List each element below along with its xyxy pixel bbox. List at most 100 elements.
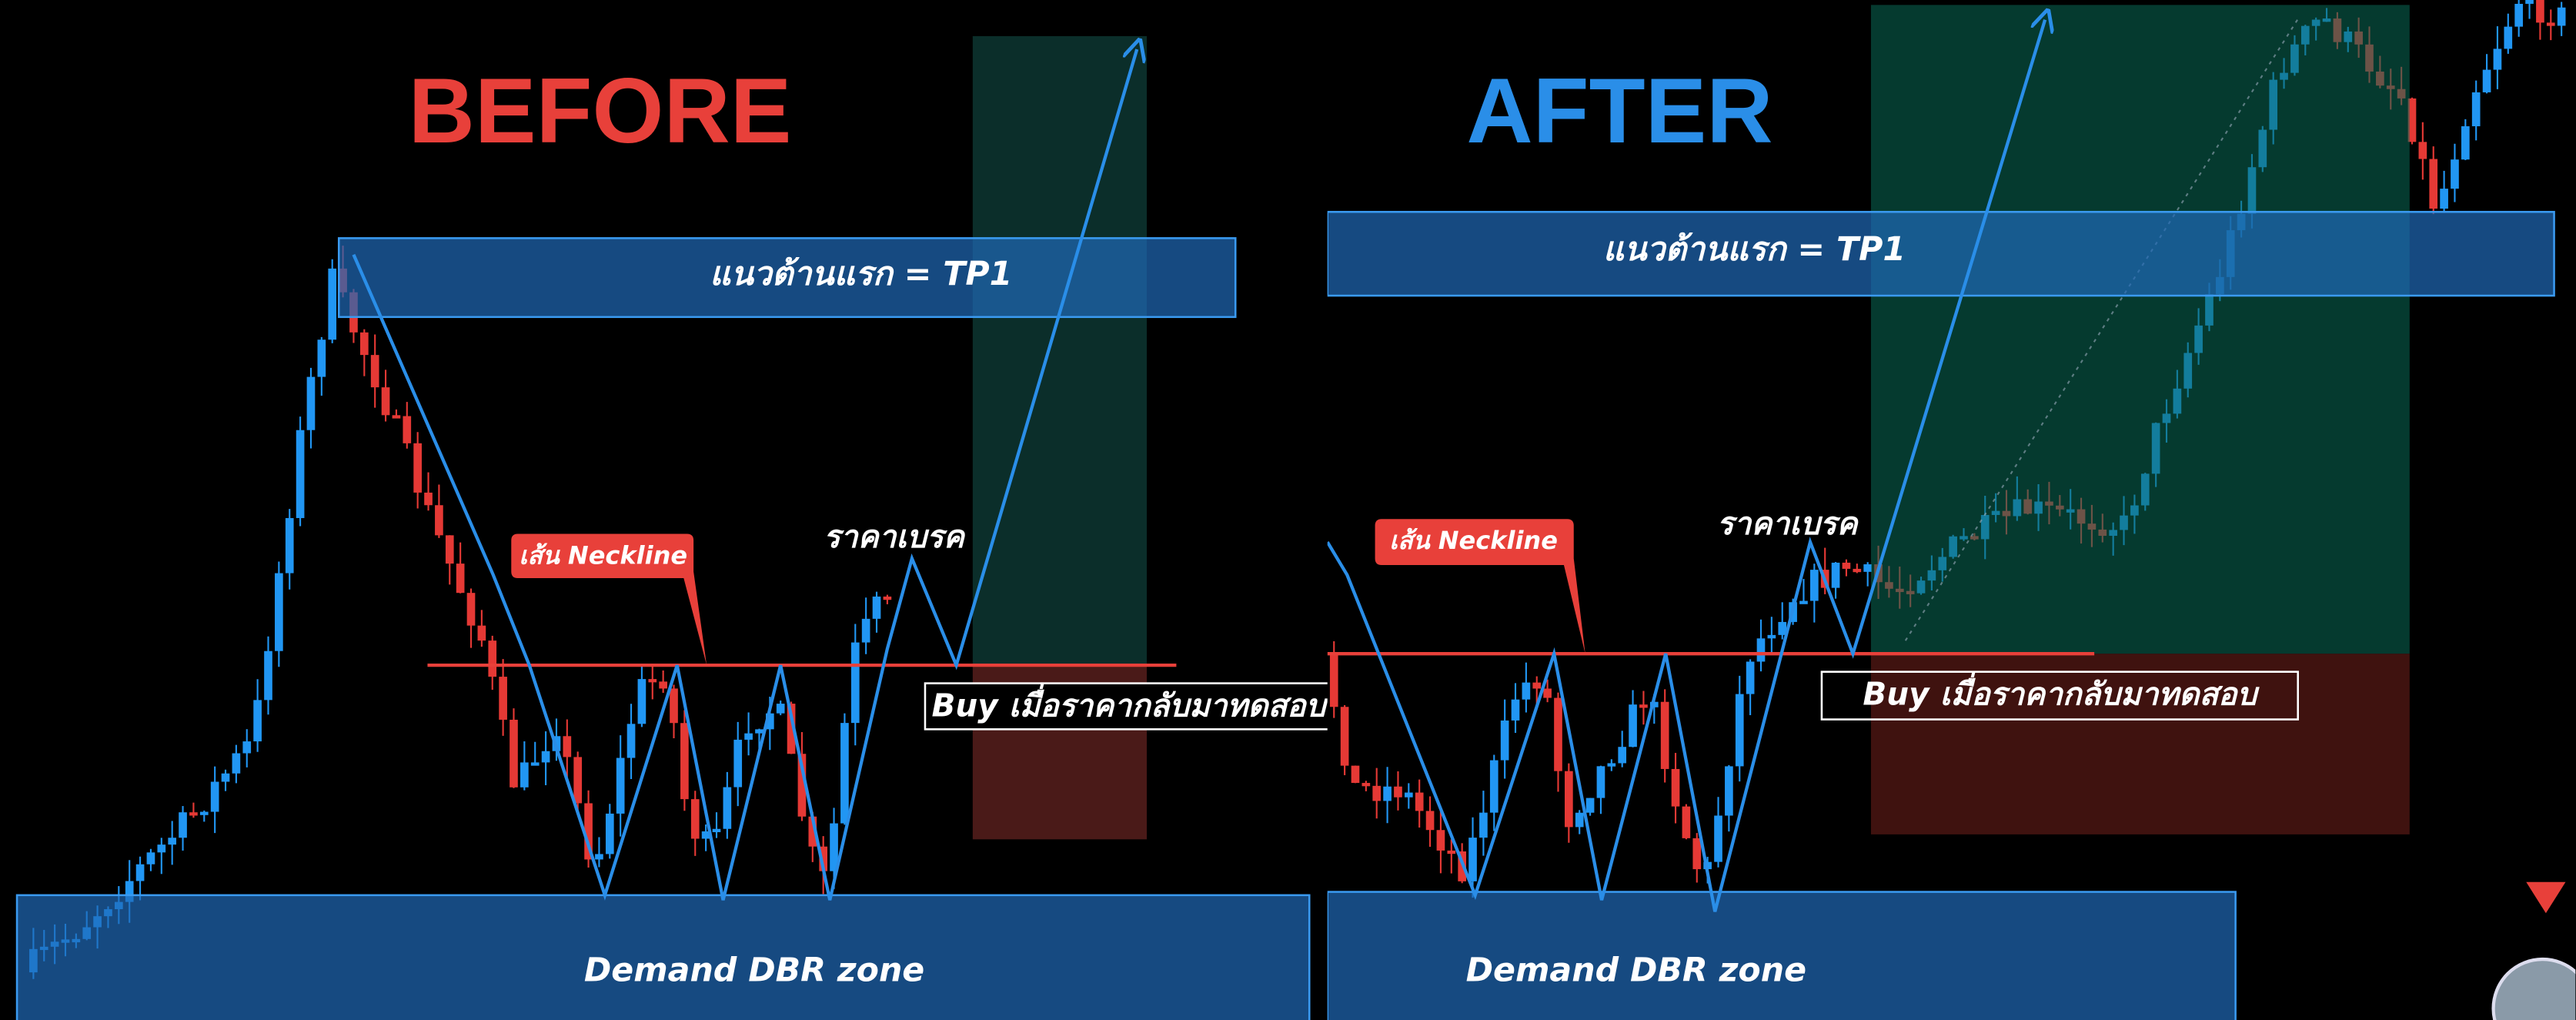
candle-body bbox=[1842, 562, 1851, 569]
candle-body bbox=[1447, 850, 1456, 854]
candle-body bbox=[1767, 634, 1776, 639]
candle-body bbox=[520, 762, 529, 788]
candle-body bbox=[861, 618, 870, 643]
candle-body bbox=[2536, 0, 2544, 23]
resistance-label: แนวต้านแรก = TP1 bbox=[710, 255, 1012, 293]
candle-body bbox=[563, 736, 572, 757]
candle-body bbox=[2429, 159, 2438, 209]
candle-body bbox=[2418, 142, 2427, 159]
candle-body bbox=[2461, 126, 2470, 160]
candle-body bbox=[488, 640, 497, 677]
before-panel: BEFORE แนวต้านแรก = TP1 เส้น Neckline รา… bbox=[15, 36, 1328, 1020]
candle-body bbox=[1799, 600, 1808, 604]
candle-body bbox=[306, 376, 316, 430]
target-zone bbox=[1870, 5, 2410, 654]
candle-body bbox=[1692, 838, 1702, 870]
candle-body bbox=[1863, 564, 1873, 572]
candle-body bbox=[2407, 98, 2417, 142]
demand-box bbox=[1327, 891, 2237, 1020]
candle-body bbox=[221, 773, 230, 782]
neckline-callout bbox=[511, 533, 707, 666]
candle-body bbox=[1500, 720, 1509, 761]
buy-label: Buy เมื่อราคากลับมาทดสอบ bbox=[1863, 672, 2260, 713]
candle-body bbox=[1725, 766, 1733, 816]
candle-body bbox=[499, 677, 507, 720]
candle-body bbox=[690, 799, 700, 839]
candle-body bbox=[199, 811, 209, 815]
after-panel: AFTER แนวต้านแรก = TP1 เส้น Neckline ราค… bbox=[1327, 0, 2576, 1020]
candle-body bbox=[733, 739, 743, 788]
candle-body bbox=[755, 729, 763, 734]
candle-body bbox=[2557, 7, 2566, 26]
candle-body bbox=[1362, 783, 1371, 787]
candle-body bbox=[883, 596, 892, 600]
candle-body bbox=[296, 430, 305, 518]
break-label: ราคาเบรค bbox=[824, 518, 966, 555]
path-line bbox=[352, 49, 1137, 901]
candle-body bbox=[456, 564, 465, 594]
candle-body bbox=[2482, 69, 2491, 92]
candle-body bbox=[1489, 760, 1498, 813]
candle-body bbox=[275, 573, 283, 651]
resistance-box bbox=[1327, 210, 2555, 297]
neckline-label: เส้น Neckline bbox=[519, 540, 687, 570]
candle-body bbox=[359, 332, 369, 356]
candle-body bbox=[1649, 701, 1659, 707]
candle-body bbox=[1575, 812, 1584, 828]
candle-body bbox=[1756, 638, 1766, 662]
neckline-label: เส้น Neckline bbox=[1389, 526, 1558, 555]
candle-body bbox=[680, 723, 689, 800]
candle-body bbox=[1629, 704, 1637, 747]
candle-body bbox=[541, 751, 550, 763]
candle-body bbox=[744, 733, 753, 740]
candle-body bbox=[1746, 661, 1755, 694]
candle-body bbox=[626, 724, 636, 758]
candle-body bbox=[1425, 811, 1435, 831]
buy-label: Buy เมื่อราคากลับมาทดสอบ bbox=[931, 684, 1328, 724]
candle-body bbox=[253, 700, 262, 742]
candle-body bbox=[712, 828, 721, 833]
candle-body bbox=[210, 781, 219, 812]
candle-body bbox=[179, 812, 187, 838]
candle-body bbox=[168, 838, 177, 845]
candle-body bbox=[776, 704, 785, 714]
candle-body bbox=[1415, 792, 1424, 811]
candle-body bbox=[510, 719, 518, 788]
candle-body bbox=[317, 339, 326, 377]
candle-body bbox=[328, 268, 337, 340]
candle-body bbox=[189, 812, 198, 816]
candle-body bbox=[1810, 570, 1819, 601]
marker-icon bbox=[2526, 881, 2566, 914]
candle-body bbox=[435, 505, 443, 536]
panel-title: BEFORE bbox=[409, 60, 792, 162]
candle-body bbox=[1554, 697, 1562, 771]
candle-body bbox=[1735, 694, 1744, 767]
candle-body bbox=[1436, 830, 1445, 851]
candle-body bbox=[819, 846, 828, 871]
candle-body bbox=[1585, 798, 1595, 813]
candle-body bbox=[584, 803, 593, 860]
resistance-box bbox=[337, 237, 1237, 319]
candle-body bbox=[670, 688, 678, 724]
candle-body bbox=[765, 713, 774, 730]
candle-body bbox=[1714, 815, 1722, 862]
candle-body bbox=[2514, 3, 2524, 27]
candle-body bbox=[1565, 771, 1573, 828]
candle-body bbox=[1394, 786, 1402, 798]
candle-body bbox=[659, 681, 667, 689]
candle-body bbox=[808, 816, 817, 847]
avatar[interactable] bbox=[2491, 957, 2576, 1020]
demand-label: Demand DBR zone bbox=[584, 951, 924, 990]
candle-body bbox=[125, 881, 134, 902]
candle-body bbox=[797, 754, 807, 817]
candle-body bbox=[1618, 747, 1627, 764]
candle-body bbox=[146, 852, 155, 864]
candle-body bbox=[1351, 765, 1360, 784]
candle-body bbox=[2504, 26, 2513, 49]
candle-body bbox=[1404, 792, 1413, 798]
candle-body bbox=[787, 704, 796, 754]
candle-body bbox=[595, 854, 603, 860]
path-line bbox=[1327, 20, 2045, 912]
candle-body bbox=[1543, 688, 1552, 698]
candle-body bbox=[830, 823, 838, 871]
